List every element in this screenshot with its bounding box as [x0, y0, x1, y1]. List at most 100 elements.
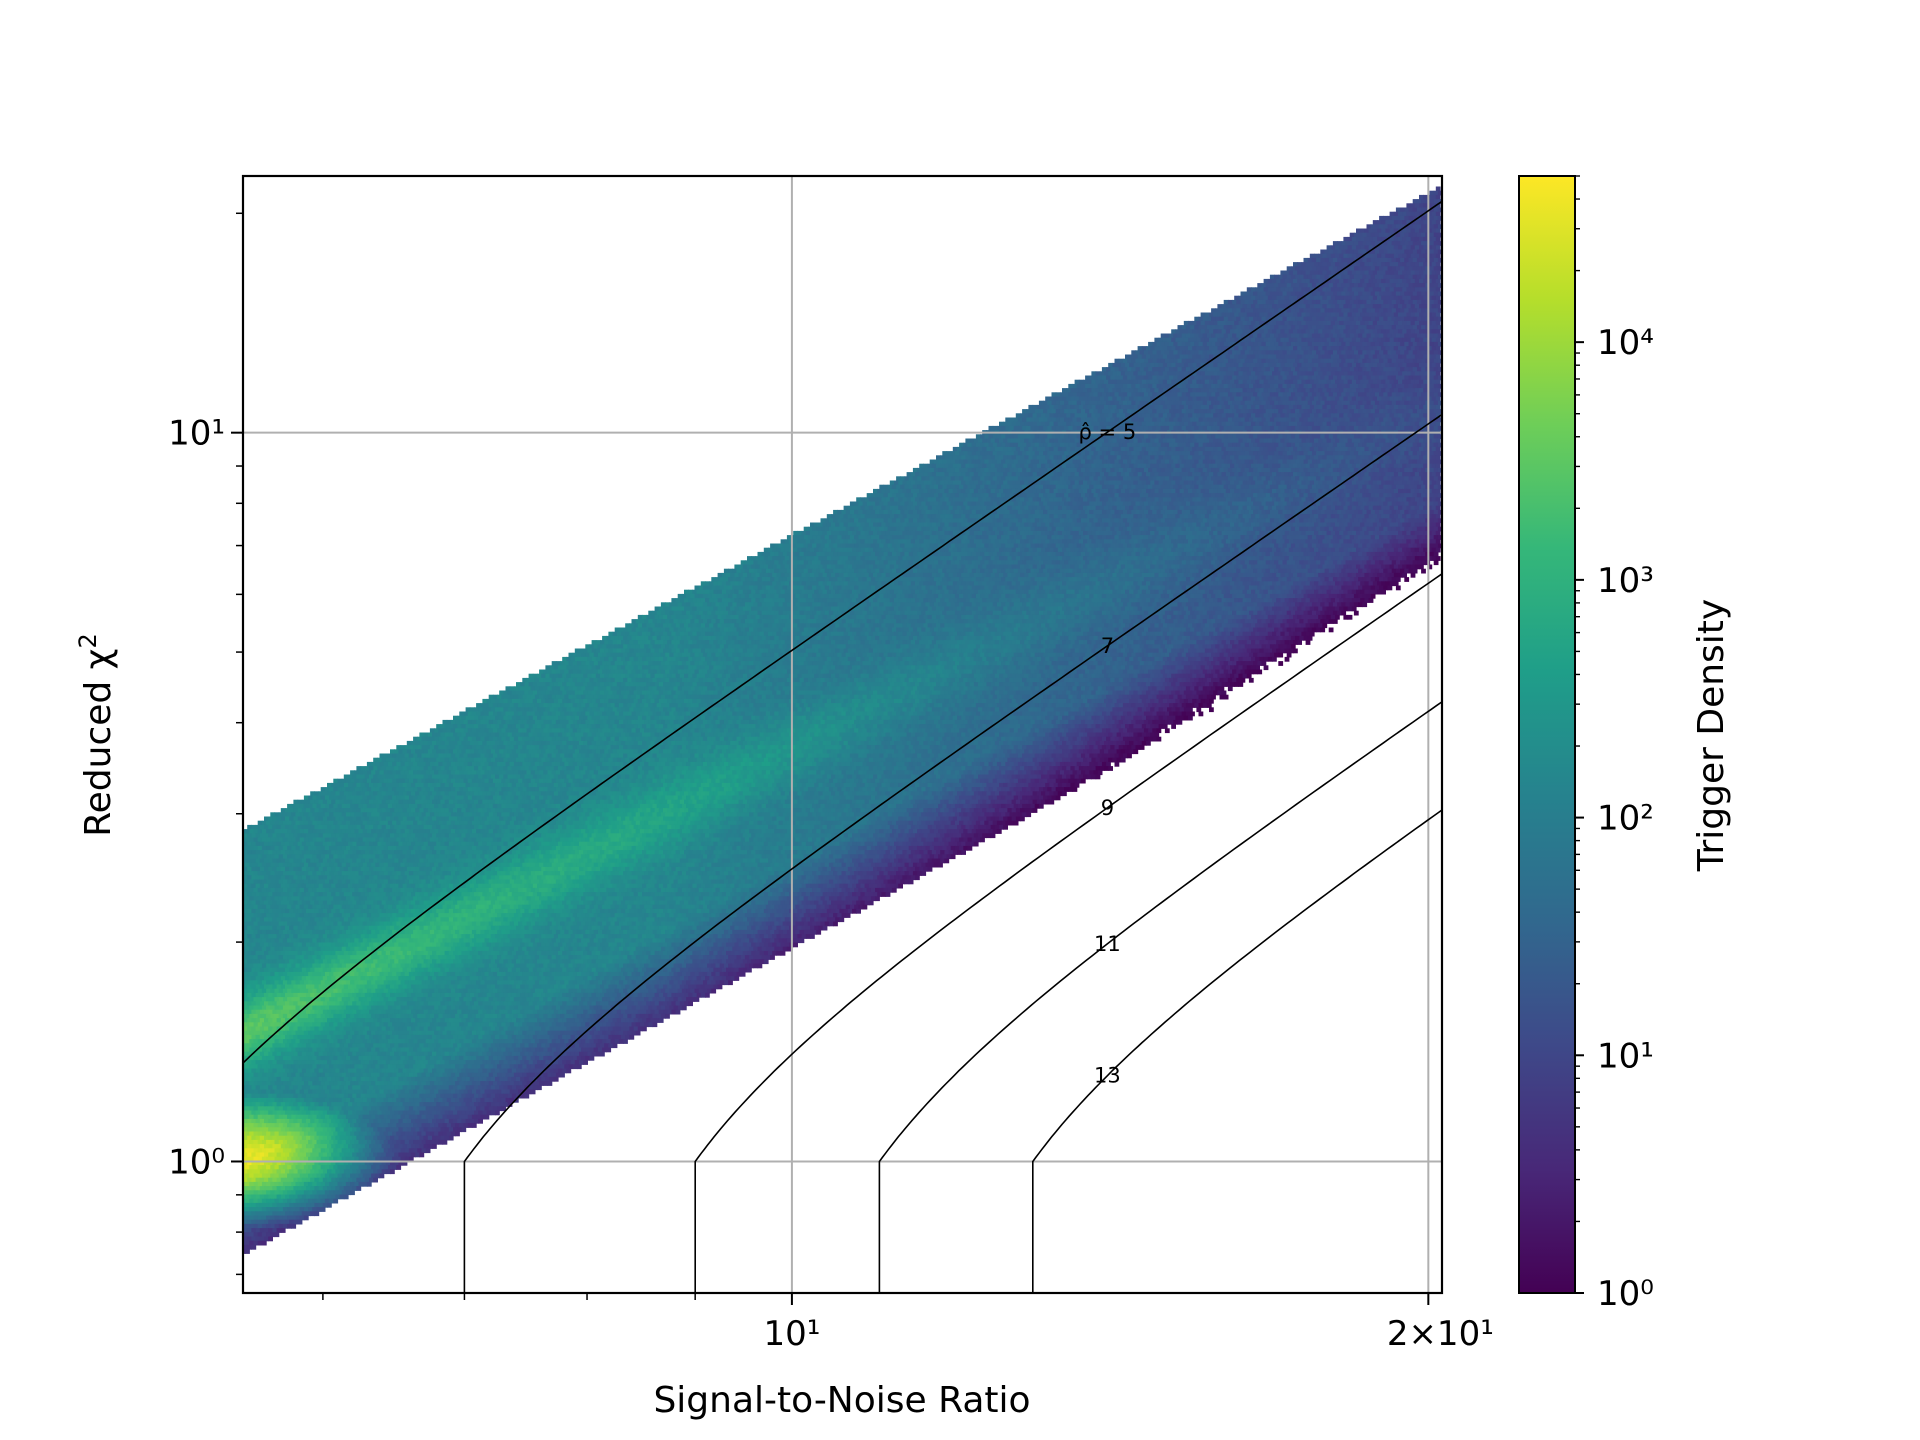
hexbin-cell: [1213, 346, 1218, 351]
hexbin-cell: [1259, 320, 1265, 326]
hexbin-cell: [1227, 375, 1233, 381]
hexbin-cell: [1179, 371, 1185, 377]
hexbin-cell: [1265, 467, 1271, 473]
hexbin-cell: [1276, 463, 1281, 469]
hexbin-cell: [1303, 308, 1309, 314]
hexbin-cell: [1116, 371, 1122, 377]
hexbin-cell: [984, 476, 990, 482]
hexbin-cell: [1364, 295, 1370, 301]
hexbin-cell: [1353, 434, 1359, 440]
hexbin-cell: [917, 484, 922, 490]
hexbin-cell: [1133, 488, 1139, 494]
hexbin-cell: [1227, 400, 1233, 406]
hexbin-cell: [1118, 409, 1124, 414]
hexbin-cell: [1402, 421, 1407, 427]
hexbin-cell: [1286, 299, 1292, 305]
hexbin-cell: [1293, 312, 1298, 318]
hexbin-cell: [1318, 354, 1323, 360]
hexbin-cell: [1330, 354, 1336, 360]
hexbin-cell: [1020, 455, 1025, 461]
hexbin-cell: [1055, 434, 1061, 440]
hexbin-cell: [1219, 325, 1225, 330]
hexbin-cell: [1429, 291, 1435, 297]
hexbin-cell: [1318, 329, 1323, 335]
hexbin-cell: [1297, 455, 1302, 461]
hexbin-cell: [1419, 236, 1424, 242]
hexbin-cell: [1435, 455, 1441, 461]
hexbin-cell: [1257, 484, 1263, 490]
hexbin-cell: [1248, 316, 1254, 322]
hexbin-cell: [1374, 325, 1380, 330]
hexbin-cell: [1347, 463, 1353, 469]
hexbin-cell: [1192, 354, 1197, 360]
hexbin-cell: [1095, 480, 1101, 486]
hexbin-cell: [1152, 392, 1158, 398]
hexbin-cell: [1311, 316, 1317, 322]
hexbin-cell: [1230, 329, 1235, 335]
hexbin-cell: [1246, 304, 1252, 309]
hexbin-cell: [1038, 484, 1044, 490]
hexbin-cell: [1431, 194, 1437, 200]
hexbin-cell: [1324, 425, 1330, 431]
hexbin-cell: [1377, 472, 1382, 477]
hexbin-cell: [1129, 388, 1134, 393]
hexbin-cell: [1433, 308, 1439, 314]
hexbin-cell: [1177, 333, 1183, 339]
hexbin-cell: [1406, 287, 1412, 293]
hexbin-cell: [975, 434, 981, 440]
hexbin-cell: [1284, 329, 1290, 335]
hexbin-cell: [1188, 404, 1193, 410]
hexbin-cell: [1047, 484, 1053, 490]
hexbin-cell: [1276, 362, 1281, 368]
hexbin-cell: [1353, 232, 1359, 238]
hexbin-cell: [1152, 484, 1158, 490]
hexbin-cell: [1301, 480, 1307, 486]
hexbin-cell: [1406, 329, 1412, 335]
hexbin-cell: [1083, 396, 1088, 402]
hexbin-cell: [1043, 459, 1048, 465]
hexbin-cell: [1330, 295, 1336, 301]
hexbin-cell: [1127, 375, 1132, 381]
hexbin-cell: [1337, 434, 1342, 440]
hexbin-cell: [1085, 400, 1090, 406]
hexbin-cell: [1393, 278, 1399, 284]
hexbin-cell: [1141, 362, 1147, 368]
hexbin-cell: [1412, 325, 1418, 330]
hexbin-cell: [1154, 346, 1160, 351]
hexbin-cell: [1309, 488, 1315, 494]
hexbin-cell: [1154, 337, 1160, 343]
hexbin-cell: [1437, 367, 1442, 372]
hexbin-cell: [1395, 308, 1401, 314]
hexbin-cell: [1217, 312, 1223, 318]
hexbin-cell: [1293, 421, 1298, 427]
hexbin-cell: [1322, 253, 1328, 259]
hexbin-cell: [1106, 476, 1111, 482]
hexbin-cell: [1204, 446, 1210, 452]
hexbin-cell: [1217, 346, 1223, 351]
hexbin-cell: [1234, 304, 1239, 309]
hexbin-cell: [1244, 442, 1250, 448]
hexbin-cell: [1383, 383, 1389, 389]
hexbin-cell: [1213, 362, 1218, 368]
hexbin-cell: [980, 476, 985, 482]
hexbin-cell: [1236, 383, 1242, 389]
hexbin-cell: [1085, 476, 1090, 482]
hexbin-cell: [1423, 228, 1428, 234]
hexbin-cell: [879, 493, 885, 498]
hexbin-cell: [1431, 396, 1437, 402]
hexbin-cell: [1421, 459, 1426, 465]
hexbin-cell: [1034, 409, 1040, 414]
hexbin-cell: [1190, 350, 1195, 356]
hexbin-cell: [1320, 274, 1326, 280]
hexbin-cell: [1181, 400, 1187, 406]
hexbin-cell: [1408, 367, 1414, 372]
hexbin-cell: [1358, 383, 1363, 389]
hexbin-cell: [1129, 421, 1134, 427]
hexbin-cell: [1192, 388, 1197, 393]
hexbin-cell: [1377, 287, 1382, 293]
hexbin-cell: [1076, 383, 1082, 389]
hexbin-cell: [1362, 283, 1368, 288]
hexbin-cell: [1395, 409, 1401, 414]
hexbin-cell: [1068, 425, 1074, 431]
hexbin-cell: [1366, 375, 1372, 381]
